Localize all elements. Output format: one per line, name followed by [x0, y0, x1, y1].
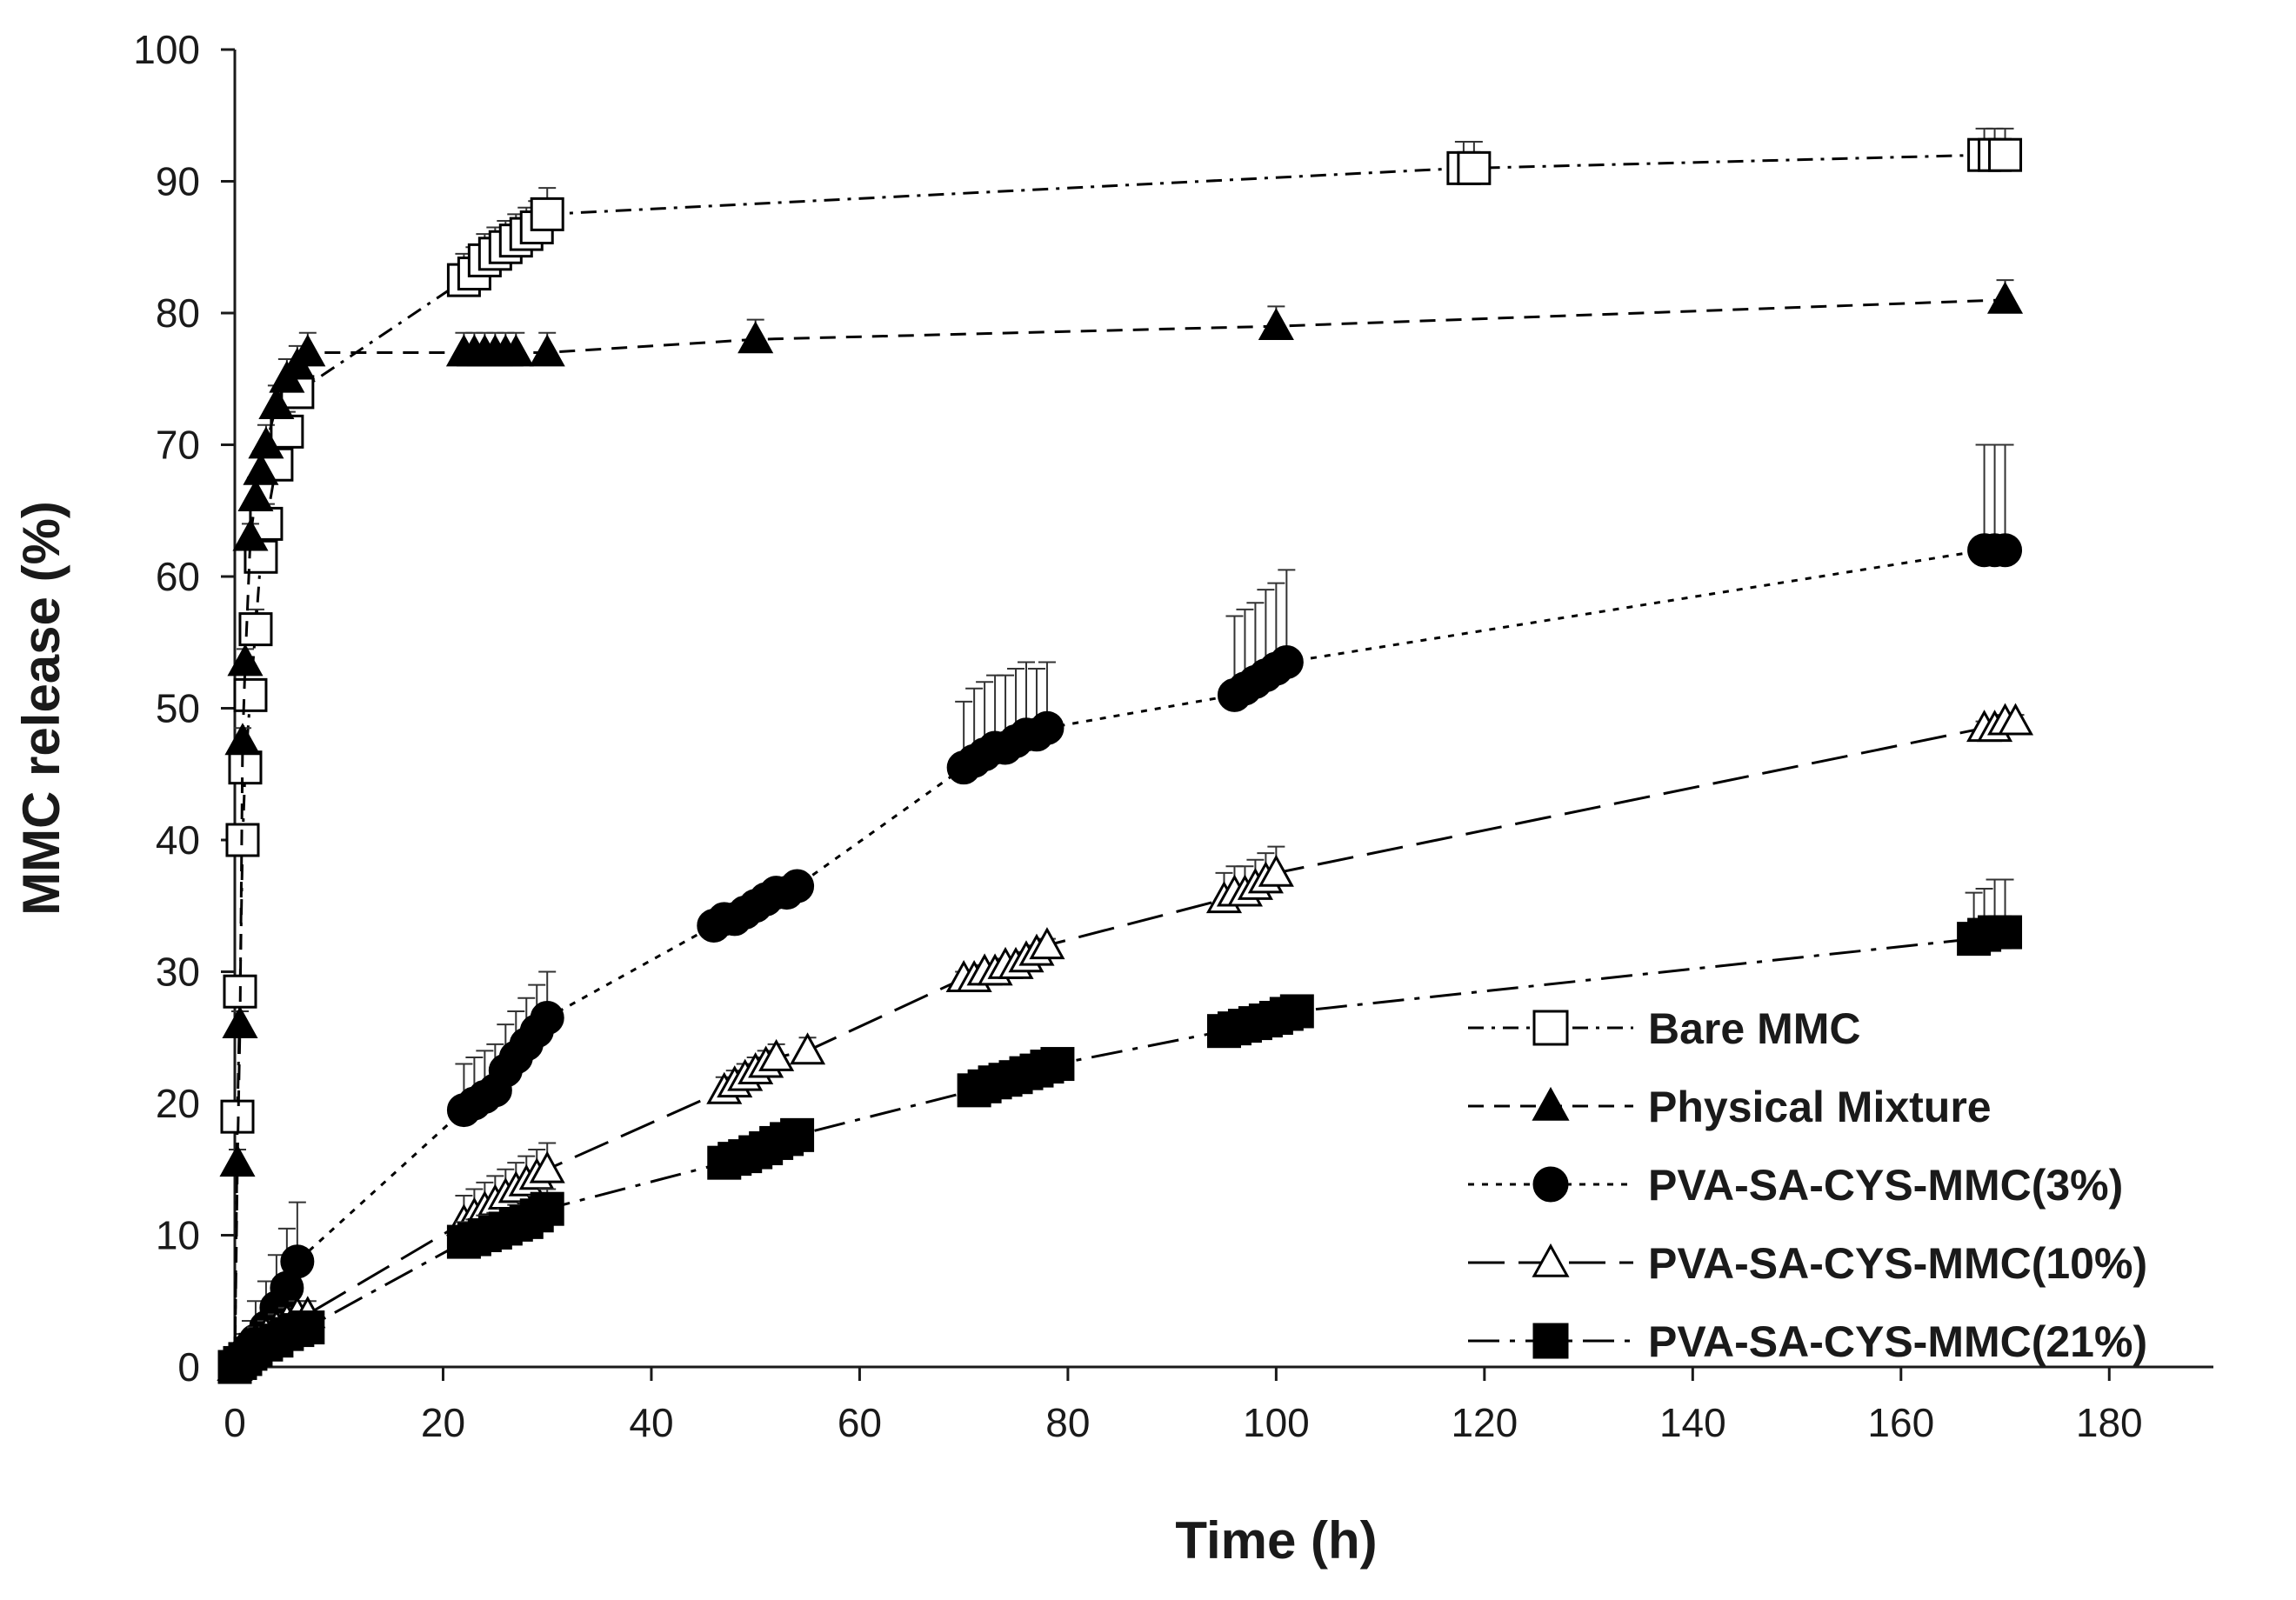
- legend-marker: [1532, 1010, 1569, 1046]
- data-point: [530, 197, 564, 231]
- y-tick-label: 80: [156, 290, 200, 336]
- legend-marker: [1532, 1166, 1569, 1203]
- data-point: [224, 723, 261, 756]
- x-axis-title: Time (h): [1175, 1511, 1377, 1570]
- y-tick-label: 70: [156, 423, 200, 468]
- data-point: [232, 518, 269, 551]
- x-tick-label: 80: [1045, 1400, 1090, 1445]
- data-point: [758, 1038, 795, 1071]
- data-point: [238, 612, 273, 647]
- series-line: [234, 930, 2006, 1369]
- legend-label: Physical Mixture: [1648, 1083, 1992, 1131]
- data-point: [1279, 994, 1314, 1029]
- data-point: [243, 452, 279, 485]
- legend-label: PVA-SA-CYS-MMC(10%): [1648, 1239, 2147, 1288]
- data-point: [280, 1244, 315, 1279]
- legend-entry: PVA-SA-CYS-MMC(10%): [1468, 1239, 2147, 1288]
- series-pva-sa-cys-mmc-3: [217, 443, 2023, 1384]
- y-tick-label: 40: [156, 817, 200, 863]
- data-point: [228, 750, 263, 785]
- data-point: [780, 869, 815, 903]
- data-point: [227, 643, 264, 677]
- data-point: [1988, 137, 2023, 172]
- x-tick-label: 60: [838, 1400, 882, 1445]
- y-tick-label: 30: [156, 950, 200, 995]
- data-point: [290, 334, 326, 367]
- legend-entry: Physical Mixture: [1468, 1083, 1992, 1131]
- data-point: [1269, 644, 1304, 679]
- x-tick-label: 180: [2076, 1400, 2143, 1445]
- x-tick-label: 160: [1867, 1400, 1934, 1445]
- legend-label: PVA-SA-CYS-MMC(3%): [1648, 1161, 2123, 1210]
- data-point: [270, 414, 304, 449]
- data-point: [1258, 854, 1294, 887]
- legend-label: PVA-SA-CYS-MMC(21%): [1648, 1317, 2147, 1366]
- data-point: [1030, 710, 1065, 745]
- data-point: [529, 334, 565, 367]
- data-point: [497, 334, 534, 367]
- x-tick-label: 20: [421, 1400, 465, 1445]
- data-point: [780, 1117, 815, 1152]
- data-point: [222, 1006, 258, 1038]
- legend: Bare MMC Physical Mixture PVA-SA-CYS-MMC(3…: [1468, 1004, 2147, 1366]
- series-layer: [217, 127, 2034, 1384]
- axes: 0 10 20 30 40 50 60 70 80 90 100 0 20 40 60 80 100 120 140…: [133, 27, 2213, 1445]
- data-point: [237, 479, 274, 511]
- series-line: [233, 298, 2006, 1368]
- data-point: [530, 1001, 564, 1036]
- y-tick-label: 10: [156, 1213, 200, 1258]
- data-point: [248, 426, 284, 459]
- data-point: [233, 677, 268, 712]
- x-tick-label: 100: [1243, 1400, 1310, 1445]
- legend-marker: [1532, 1323, 1569, 1359]
- data-point: [529, 1150, 565, 1183]
- y-tick-label: 60: [156, 554, 200, 599]
- data-point: [219, 1144, 256, 1177]
- y-tick-label: 50: [156, 686, 200, 731]
- legend-entry: PVA-SA-CYS-MMC(3%): [1468, 1161, 2123, 1210]
- legend-label: Bare MMC: [1648, 1004, 1860, 1053]
- legend-entry: Bare MMC: [1468, 1004, 1860, 1053]
- x-tick-label: 0: [224, 1400, 246, 1445]
- series-pva-sa-cys-mmc-21: [217, 878, 2023, 1384]
- y-tick-label: 20: [156, 1081, 200, 1126]
- data-point: [530, 1191, 564, 1226]
- x-tick-label: 40: [629, 1400, 673, 1445]
- data-point: [258, 386, 295, 419]
- x-tick-label: 120: [1451, 1400, 1518, 1445]
- data-point: [1997, 703, 2034, 736]
- legend-entry: PVA-SA-CYS-MMC(21%): [1468, 1317, 2147, 1366]
- data-point: [1988, 915, 2023, 950]
- data-point: [290, 1310, 325, 1345]
- data-point: [1988, 533, 2023, 568]
- legend-marker: [1532, 1243, 1570, 1277]
- data-point: [1457, 150, 1492, 185]
- data-point: [1029, 927, 1065, 960]
- x-tick-label: 140: [1659, 1400, 1726, 1445]
- data-point: [738, 321, 774, 354]
- data-point: [1986, 281, 2024, 314]
- data-point: [1040, 1047, 1075, 1082]
- data-point: [790, 1032, 826, 1065]
- series-physical-mixture: [217, 279, 2024, 1381]
- y-tick-label: 0: [177, 1344, 200, 1390]
- y-tick-label: 90: [156, 159, 200, 204]
- data-point: [1258, 308, 1294, 341]
- legend-marker: [1532, 1086, 1570, 1121]
- y-axis-title: MMC release (%): [12, 501, 70, 916]
- y-tick-label: 100: [133, 27, 200, 72]
